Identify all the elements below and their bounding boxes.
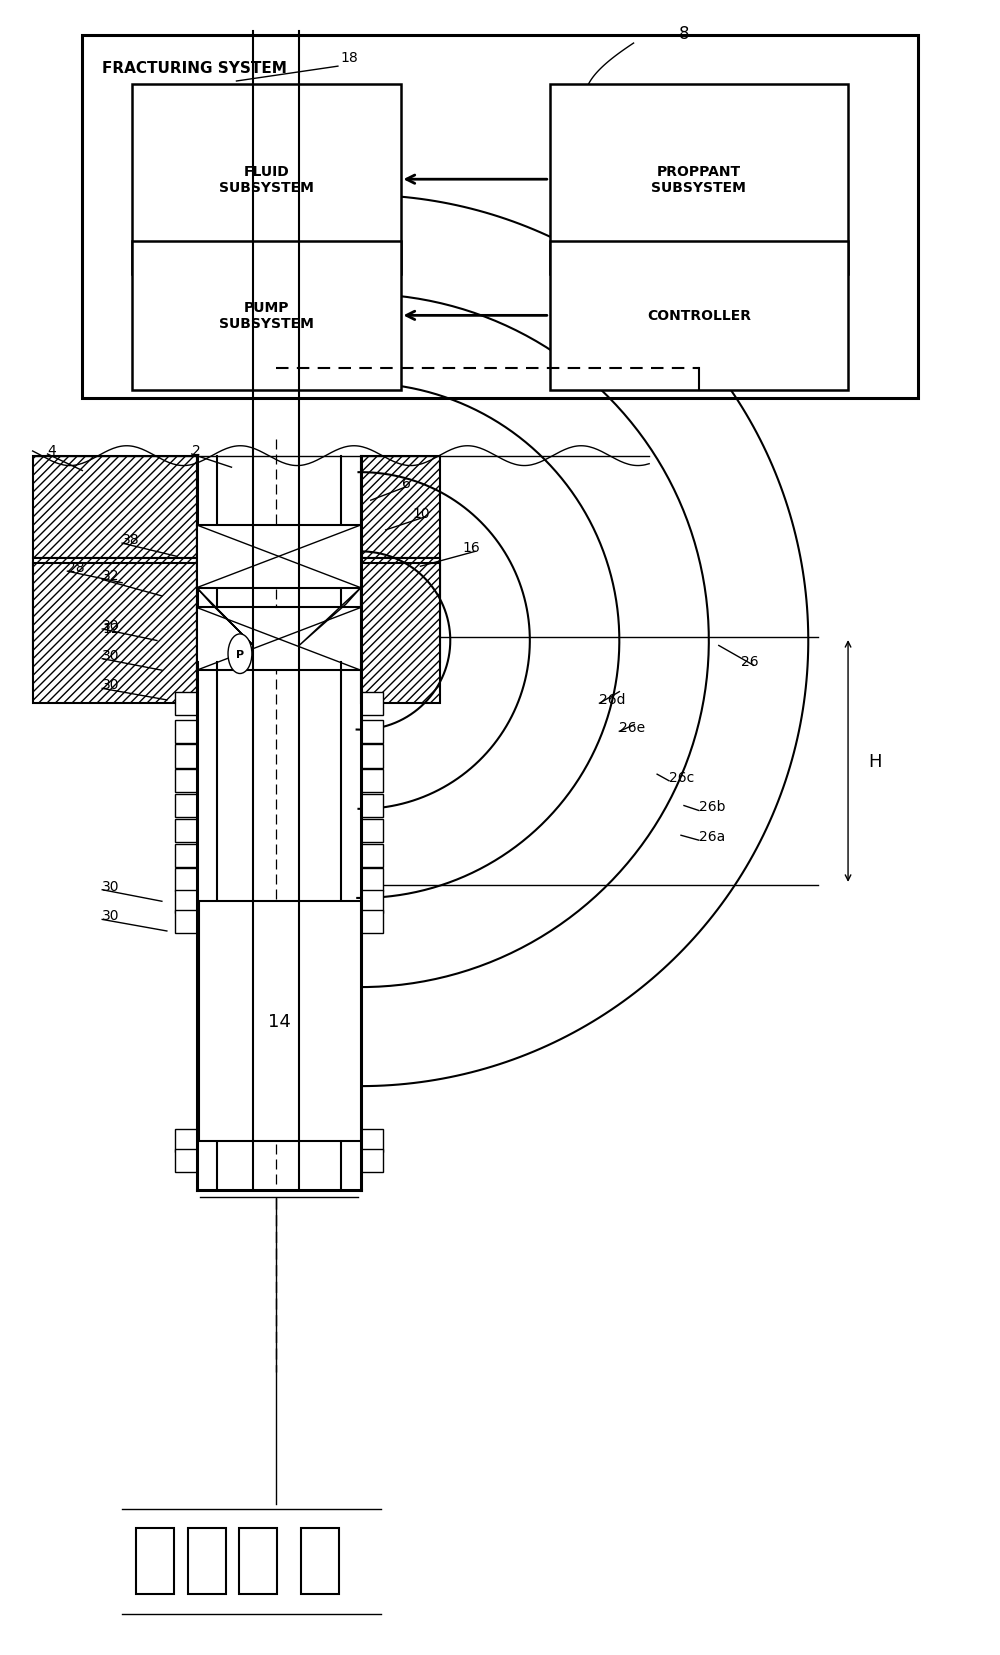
Bar	[361, 770, 383, 793]
Bar	[175, 1149, 197, 1172]
Bar	[361, 819, 383, 842]
Text: 26a: 26a	[699, 829, 725, 844]
Bar	[301, 1529, 339, 1594]
Bar	[175, 910, 197, 933]
Text: H: H	[868, 753, 881, 771]
Bar	[175, 720, 197, 743]
Text: 28: 28	[67, 561, 85, 574]
Bar	[132, 86, 401, 275]
Bar	[550, 242, 848, 391]
Text: 38: 38	[122, 533, 140, 546]
Text: 16: 16	[462, 541, 480, 554]
Bar	[175, 1129, 197, 1152]
Bar	[175, 819, 197, 842]
Bar	[361, 564, 440, 703]
Text: 18: 18	[341, 51, 359, 65]
Bar	[82, 36, 918, 399]
Text: 26b: 26b	[699, 799, 725, 814]
Text: PROPPANT
SUBSYSTEM: PROPPANT SUBSYSTEM	[651, 166, 746, 195]
Text: P: P	[236, 649, 244, 659]
Bar	[361, 745, 383, 768]
Bar	[33, 559, 197, 662]
Bar	[361, 457, 440, 559]
Text: 26c: 26c	[669, 770, 694, 784]
Polygon shape	[299, 588, 361, 645]
Text: 14: 14	[268, 1013, 291, 1031]
Bar	[361, 844, 383, 867]
Bar	[197, 526, 361, 588]
Text: 26e: 26e	[619, 722, 645, 735]
Text: 30: 30	[102, 619, 120, 632]
Bar	[132, 242, 401, 391]
Bar	[175, 890, 197, 914]
Bar	[550, 86, 848, 275]
Bar	[175, 692, 197, 715]
Text: FRACTURING SYSTEM: FRACTURING SYSTEM	[102, 61, 287, 76]
Bar	[361, 1129, 383, 1152]
Bar	[175, 770, 197, 793]
Text: 30: 30	[102, 649, 120, 662]
Bar	[361, 720, 383, 743]
Bar	[175, 745, 197, 768]
Text: 22: 22	[261, 261, 279, 276]
Text: 26: 26	[741, 655, 759, 669]
Text: 12: 12	[102, 622, 120, 636]
Bar	[33, 457, 197, 559]
Bar	[361, 1149, 383, 1172]
Text: 32: 32	[102, 569, 120, 583]
Text: 24: 24	[639, 261, 657, 276]
Bar	[361, 692, 383, 715]
Bar	[199, 902, 361, 1140]
Text: FLUID
SUBSYSTEM: FLUID SUBSYSTEM	[219, 166, 314, 195]
Bar	[361, 794, 383, 818]
Bar	[239, 1529, 277, 1594]
Bar	[197, 607, 361, 670]
Text: 6: 6	[402, 477, 411, 492]
Circle shape	[228, 634, 252, 674]
Text: 4: 4	[48, 444, 56, 458]
Text: 2: 2	[192, 444, 200, 458]
Text: PUMP
SUBSYSTEM: PUMP SUBSYSTEM	[219, 301, 314, 331]
Bar	[361, 559, 440, 662]
Bar	[361, 869, 383, 892]
Bar	[188, 1529, 226, 1594]
Text: 30: 30	[102, 879, 120, 894]
Bar	[361, 890, 383, 914]
Text: CONTROLLER: CONTROLLER	[647, 309, 751, 323]
Bar	[175, 844, 197, 867]
Text: 20: 20	[639, 131, 657, 144]
Bar	[33, 564, 197, 703]
Bar	[136, 1529, 174, 1594]
Bar	[175, 794, 197, 818]
Bar	[175, 869, 197, 892]
Text: 30: 30	[102, 909, 120, 923]
Polygon shape	[197, 588, 253, 645]
Text: 8: 8	[679, 25, 690, 43]
Text: 26d: 26d	[599, 693, 626, 707]
Text: 10: 10	[413, 506, 430, 520]
Text: 15: 15	[280, 556, 297, 569]
Bar	[361, 910, 383, 933]
Text: 30: 30	[102, 679, 120, 692]
